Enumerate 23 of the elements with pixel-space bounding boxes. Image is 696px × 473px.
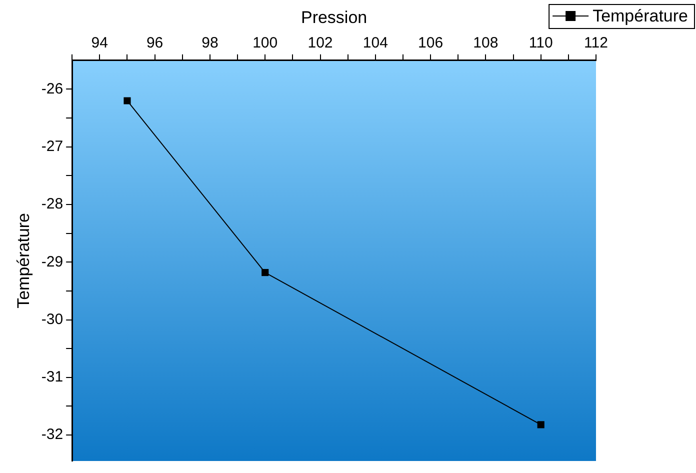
- x-tick-label: 102: [308, 34, 333, 52]
- x-tick-label: 100: [252, 34, 278, 52]
- y-tick-label: -31: [41, 368, 64, 386]
- x-tick-label: 108: [473, 34, 498, 52]
- x-tick-label: 94: [91, 34, 108, 52]
- x-tick-label: 104: [362, 34, 388, 52]
- point: [262, 268, 269, 276]
- y-axis-title: Température: [14, 212, 33, 308]
- y-tick-label: -27: [41, 138, 64, 155]
- x-tick-label: 106: [418, 34, 444, 52]
- y-tick-label: -32: [41, 426, 64, 444]
- x-tick-label: 112: [584, 34, 608, 52]
- x-axis-title: Pression: [300, 8, 368, 27]
- point: [537, 421, 544, 428]
- legend-label: Température: [592, 6, 688, 26]
- x-tick-label: 96: [146, 34, 164, 52]
- x-tick-label: 110: [528, 34, 553, 52]
- point: [124, 97, 131, 104]
- y-tick-label: -29: [41, 253, 64, 270]
- y-tick-label: -26: [41, 80, 64, 98]
- y-tick-label: -28: [41, 196, 64, 213]
- x-tick-label: 98: [202, 34, 218, 52]
- y-tick-label: -30: [41, 310, 64, 328]
